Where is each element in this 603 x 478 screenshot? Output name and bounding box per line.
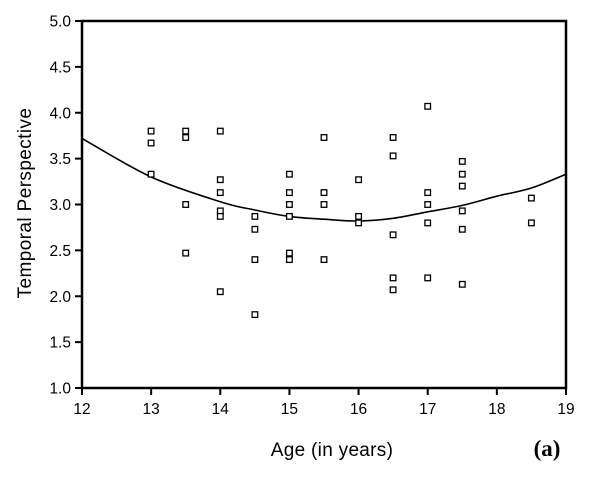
data-point-marker — [216, 176, 224, 184]
data-point-marker — [251, 225, 259, 233]
data-point-marker — [182, 249, 190, 257]
y-axis-tick-label: 4.0 — [49, 105, 71, 122]
panel-label: (a) — [533, 436, 561, 461]
data-point-marker — [285, 249, 293, 257]
data-point-marker — [182, 201, 190, 208]
data-point-marker — [251, 212, 259, 220]
data-point-marker — [389, 274, 397, 282]
data-point-marker — [424, 274, 432, 282]
data-point-marker — [216, 127, 224, 135]
x-axis-tick-label: 19 — [557, 401, 574, 418]
data-point-marker — [320, 134, 328, 141]
data-point-marker — [147, 127, 155, 135]
data-point-marker — [527, 219, 535, 227]
data-point-marker — [389, 231, 397, 239]
data-point-marker — [320, 256, 328, 264]
data-point-marker — [458, 207, 466, 215]
x-axis-tick-label: 13 — [143, 401, 160, 418]
y-axis-tick-label: 1.0 — [49, 381, 71, 398]
data-point-marker — [389, 286, 397, 294]
y-axis-tick-label: 3.5 — [49, 151, 71, 168]
data-point-marker — [458, 157, 466, 165]
data-point-marker — [355, 219, 363, 227]
y-axis-tick-label: 1.5 — [49, 335, 71, 352]
data-point-marker — [285, 201, 293, 208]
data-point-marker — [355, 176, 363, 184]
data-point-marker — [182, 127, 190, 135]
data-point-marker — [424, 219, 432, 227]
data-point-marker — [285, 170, 293, 178]
data-point-marker — [251, 311, 259, 319]
data-point-marker — [389, 134, 397, 141]
data-point-marker — [424, 102, 432, 110]
y-axis-title: Temporal Perspective — [15, 107, 36, 299]
data-point-marker — [458, 182, 466, 190]
x-axis-tick-label: 17 — [419, 401, 436, 418]
data-point-marker — [458, 225, 466, 233]
data-point-marker — [285, 189, 293, 197]
data-point-marker — [216, 189, 224, 197]
data-point-marker — [424, 189, 432, 197]
data-point-marker — [389, 152, 397, 160]
x-axis-tick-label: 16 — [350, 401, 367, 418]
data-point-marker — [285, 256, 293, 264]
y-axis-tick-label: 3.0 — [49, 197, 71, 214]
data-point-marker — [424, 201, 432, 208]
fit-curve — [81, 137, 567, 222]
data-point-marker — [527, 194, 535, 202]
data-point-marker — [147, 139, 155, 147]
data-point-marker — [285, 212, 293, 220]
data-point-marker — [182, 134, 190, 141]
data-point-marker — [458, 280, 466, 288]
data-point-marker — [251, 256, 259, 264]
y-axis-tick-label: 4.5 — [49, 59, 71, 76]
data-point-marker — [216, 212, 224, 220]
y-axis-tick-label: 5.0 — [49, 14, 71, 31]
data-point-marker — [216, 207, 224, 215]
data-point-marker — [355, 212, 363, 220]
data-point-marker — [147, 170, 155, 178]
y-axis-tick-label: 2.0 — [49, 289, 71, 306]
x-axis-tick-label: 14 — [212, 401, 230, 418]
data-point-marker — [458, 170, 466, 178]
data-point-marker — [320, 201, 328, 208]
y-axis-tick-label: 2.5 — [49, 243, 71, 260]
x-axis-title: Age (in years) — [270, 440, 394, 461]
data-point-marker — [216, 288, 224, 296]
x-axis-tick-label: 12 — [73, 401, 90, 418]
data-point-marker — [320, 189, 328, 197]
x-axis-tick-label: 18 — [488, 401, 505, 418]
x-axis-tick-label: 15 — [281, 401, 298, 418]
